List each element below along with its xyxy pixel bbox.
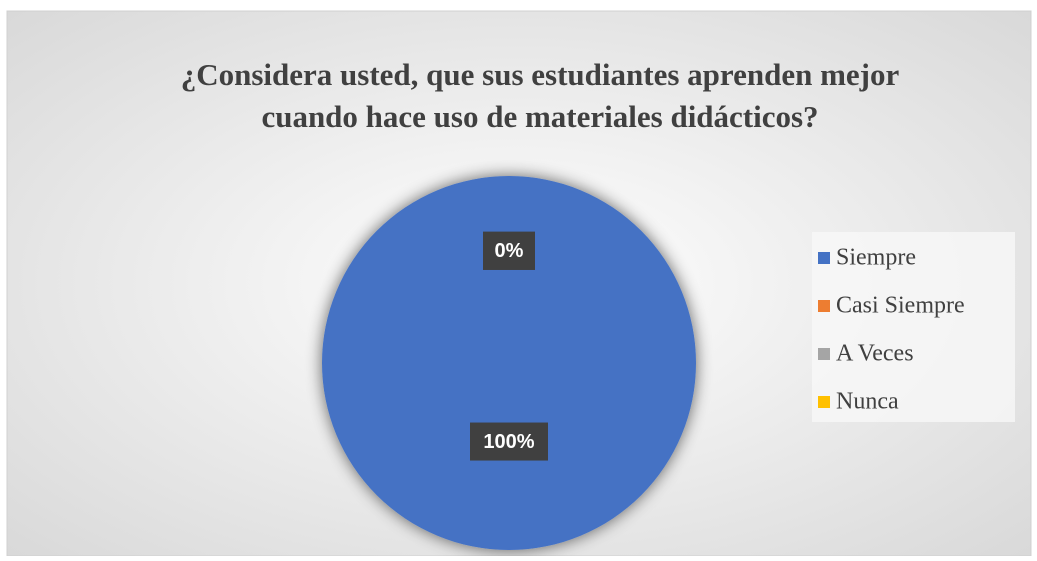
- legend-label: Casi Siempre: [836, 293, 965, 319]
- chart-title: ¿Considera usted, que sus estudiantes ap…: [181, 57, 900, 134]
- legend-swatch: [818, 348, 830, 360]
- data-label: 0%: [495, 240, 524, 262]
- legend-swatch: [818, 300, 830, 312]
- legend-swatch: [818, 252, 830, 264]
- legend-label: A Veces: [836, 341, 914, 367]
- legend-label: Siempre: [836, 245, 916, 271]
- legend-box: [812, 232, 1015, 422]
- pie-slice: [322, 176, 696, 550]
- data-label-box: [483, 231, 535, 270]
- legend-swatch: [818, 396, 830, 408]
- legend-label: Nunca: [836, 389, 899, 415]
- data-label-box: [470, 422, 548, 461]
- data-label: 100%: [483, 431, 534, 453]
